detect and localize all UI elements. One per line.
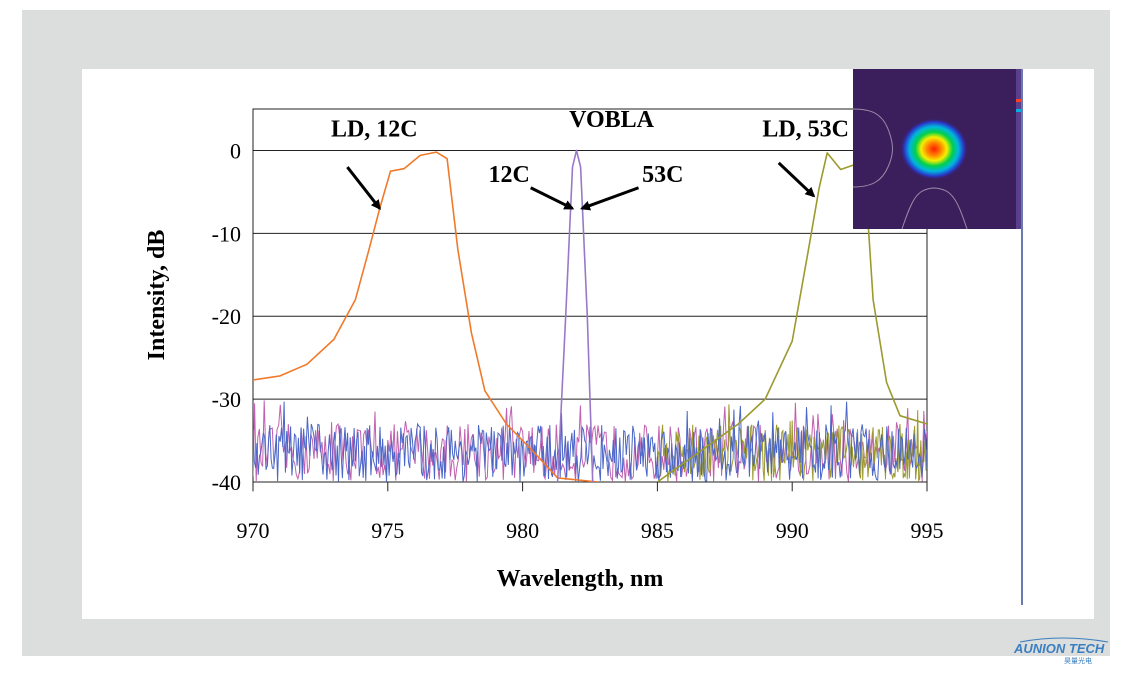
series-line bbox=[656, 152, 927, 482]
noise-floor bbox=[253, 400, 927, 482]
x-tick-label: 995 bbox=[911, 518, 944, 543]
brand-logo-text: AUNION TECH bbox=[1013, 641, 1105, 656]
y-tick-label: -40 bbox=[212, 470, 241, 495]
x-tick-label: 970 bbox=[237, 518, 270, 543]
y-axis: 0 -10 -20 -30 -40 bbox=[212, 138, 241, 495]
annotation-arrow bbox=[777, 161, 816, 198]
series-line bbox=[556, 149, 594, 482]
x-tick-label: 985 bbox=[641, 518, 674, 543]
noise-trace bbox=[253, 401, 927, 482]
x-axis: 970 975 980 985 990 995 bbox=[237, 482, 944, 543]
annotations: LD, 12C VOBLA 12C 53C LD, 53C bbox=[331, 107, 849, 211]
x-tick-label: 990 bbox=[776, 518, 809, 543]
y-tick-label: 0 bbox=[230, 138, 241, 163]
series-group bbox=[253, 149, 927, 482]
x-tick-label: 975 bbox=[371, 518, 404, 543]
annotation-label: 53C bbox=[642, 162, 683, 188]
y-tick-label: -10 bbox=[212, 221, 241, 246]
annotation-label: LD, 12C bbox=[331, 116, 418, 142]
figure-frame: 970 975 980 985 990 995 0 -10 -20 -30 -40 Wavelen… bbox=[22, 10, 1110, 656]
y-tick-label: -20 bbox=[212, 304, 241, 329]
x-axis-label: Wavelength, nm bbox=[497, 566, 664, 592]
brand-watermark: AUNION TECH 昊量光电 bbox=[1013, 637, 1109, 665]
annotation-label: 12C bbox=[488, 162, 529, 188]
annotation-arrow bbox=[530, 186, 575, 210]
brand-sub-text: 昊量光电 bbox=[1064, 656, 1092, 665]
beam-profile-inset bbox=[852, 69, 1022, 230]
series-line bbox=[253, 151, 599, 482]
annotation-arrow bbox=[346, 166, 381, 211]
x-tick-label: 980 bbox=[506, 518, 539, 543]
annotation-label: VOBLA bbox=[569, 107, 655, 133]
y-tick-label: -30 bbox=[212, 387, 241, 412]
noise-trace bbox=[253, 400, 927, 482]
figure-panel: 970 975 980 985 990 995 0 -10 -20 -30 -40 Wavelen… bbox=[82, 69, 1094, 619]
beam-profile-icon bbox=[900, 118, 968, 180]
y-axis-label: Intensity, dB bbox=[144, 230, 170, 361]
annotation-label: LD, 53C bbox=[762, 116, 849, 142]
annotation-arrow bbox=[580, 186, 640, 211]
spectrum-chart: 970 975 980 985 990 995 0 -10 -20 -30 -40 Wavelen… bbox=[144, 69, 1023, 605]
